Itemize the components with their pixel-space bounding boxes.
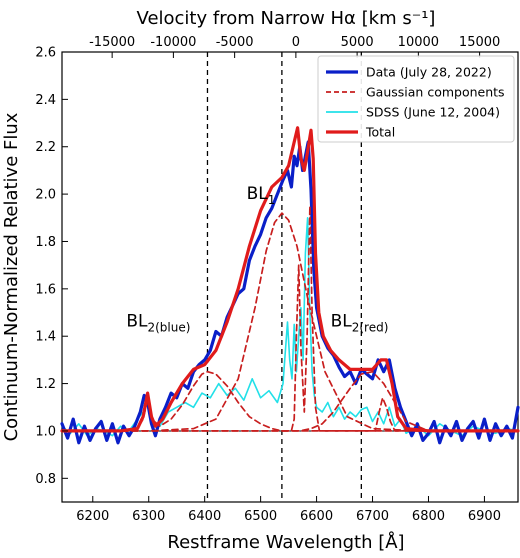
series-line-3 (61, 212, 519, 432)
x-tick-label-1: 6300 (132, 509, 165, 524)
annotation-main-0: BL (247, 184, 269, 204)
x-tick-label-4: 6600 (300, 509, 333, 524)
x-tick-label-2: 6400 (188, 509, 221, 524)
legend: Data (July 28, 2022) Gaussian components S… (317, 55, 515, 143)
y-tick-label-9: 2.6 (35, 46, 56, 61)
series-line-4 (61, 205, 519, 432)
top-axis-title: Velocity from Narrow Hα [km s⁻¹] (137, 8, 436, 29)
y-tick-label-1: 1.0 (35, 424, 56, 439)
y-tick-label-3: 1.4 (35, 330, 56, 345)
annotation-main-2: BL (331, 312, 353, 332)
top-tick-label-3: 0 (292, 35, 300, 50)
y-tick-label-7: 2.2 (35, 140, 56, 155)
y-tick-label-5: 1.8 (35, 235, 56, 250)
x-tick-label-7: 6900 (468, 509, 501, 524)
legend-label-1: Gaussian components (366, 85, 505, 100)
top-tick-label-0: -15000 (89, 35, 135, 50)
series-line-6 (60, 126, 520, 433)
top-tick-label-5: 10000 (398, 35, 439, 50)
annotation-sub-1: 2(blue) (147, 321, 190, 335)
annotation-sub-0: 1 (268, 193, 276, 207)
y-tick-label-6: 2.0 (35, 188, 56, 203)
series-line-1 (60, 140, 520, 445)
legend-label-0: Data (July 28, 2022) (366, 65, 492, 80)
legend-box (317, 55, 515, 143)
series-line-5 (61, 396, 519, 432)
x-tick-label-3: 6500 (244, 509, 277, 524)
top-tick-label-6: 15000 (459, 35, 500, 50)
annotation-sub-2: 2(red) (352, 321, 389, 335)
legend-label-3: Total (365, 125, 395, 140)
x-axis-title: Restframe Wavelength [Å] (167, 531, 404, 553)
annotation-0: BL1 (247, 184, 276, 207)
top-tick-label-2: -5000 (216, 35, 254, 50)
top-tick-label-4: 5000 (341, 35, 374, 50)
annotation-main-1: BL (126, 312, 148, 332)
legend-label-2: SDSS (June 12, 2004) (366, 105, 500, 120)
y-tick-label-8: 2.4 (35, 93, 56, 108)
top-tick-label-1: -10000 (150, 35, 196, 50)
y-tick-label-0: 0.8 (35, 472, 56, 487)
y-tick-label-2: 1.2 (35, 377, 56, 392)
x-tick-label-0: 6200 (76, 509, 109, 524)
y-tick-label-4: 1.6 (35, 282, 56, 297)
x-tick-label-6: 6800 (412, 509, 445, 524)
annotation-2: BL2(red) (331, 312, 389, 335)
y-axis-title: Continuum-Normalized Relative Flux (1, 112, 22, 441)
ticks-layer: 6200 6300 6400 6500 6600 6700 6800 6900 0.8 1.0 1.… (35, 35, 501, 524)
x-tick-label-5: 6700 (356, 509, 389, 524)
annotation-1: BL2(blue) (126, 312, 190, 335)
series-layer (60, 126, 520, 445)
